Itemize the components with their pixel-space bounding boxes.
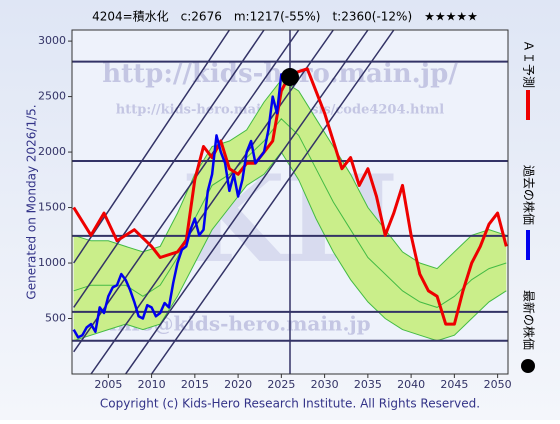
x-tick-label: 2050 bbox=[484, 378, 512, 391]
y-tick-label: 1500 bbox=[38, 201, 66, 214]
x-tick-label: 2035 bbox=[354, 378, 382, 391]
x-tick-label: 2025 bbox=[267, 378, 295, 391]
legend-swatch bbox=[521, 359, 535, 373]
legend-label: 過去の株価 bbox=[522, 165, 537, 225]
series-line bbox=[72, 67, 508, 326]
axes: 500 1000 1500 2000 2500 3000 2005 2010 2015 2020 2… bbox=[38, 34, 512, 391]
legend-label: 最新の株価 bbox=[522, 290, 537, 350]
y-tick-label: 2500 bbox=[38, 90, 66, 103]
current-point bbox=[281, 68, 299, 87]
band-fill-green bbox=[73, 79, 507, 341]
generated-label: Generated on Monday 2026/1/5. bbox=[25, 104, 39, 299]
x-tick-label: 2005 bbox=[94, 378, 122, 391]
band-area bbox=[73, 79, 507, 341]
plot-frame bbox=[71, 29, 509, 375]
plot: http://kids-hero.main.jp/http://kids-her… bbox=[72, 30, 508, 374]
x-tick-label: 2010 bbox=[138, 378, 166, 391]
x-tick-label: 2030 bbox=[311, 378, 339, 391]
y-tick-label: 3000 bbox=[38, 34, 66, 47]
legend-label: ＡＩ予測 bbox=[522, 40, 536, 88]
x-tick-label: 2015 bbox=[181, 378, 209, 391]
y-tick-label: 2000 bbox=[38, 145, 66, 158]
trend-line bbox=[150, 30, 395, 374]
x-tick-label: 2045 bbox=[440, 378, 468, 391]
trend-line bbox=[73, 30, 231, 264]
series-line bbox=[72, 73, 287, 339]
x-tick-label: 2040 bbox=[397, 378, 425, 391]
trend-line bbox=[73, 30, 300, 353]
chart-title: 4204=積水化 c:2676 m:1217(-55%) t:2360(-12%… bbox=[92, 9, 478, 24]
trend-line bbox=[124, 30, 369, 374]
trend-line bbox=[73, 30, 265, 308]
trend-line bbox=[90, 30, 334, 374]
y-tick-label: 500 bbox=[45, 312, 66, 325]
x-tick-label: 2020 bbox=[224, 378, 252, 391]
y-tick-label: 1000 bbox=[38, 256, 66, 269]
copyright: Copyright (c) Kids-Hero Research Institu… bbox=[100, 397, 480, 411]
